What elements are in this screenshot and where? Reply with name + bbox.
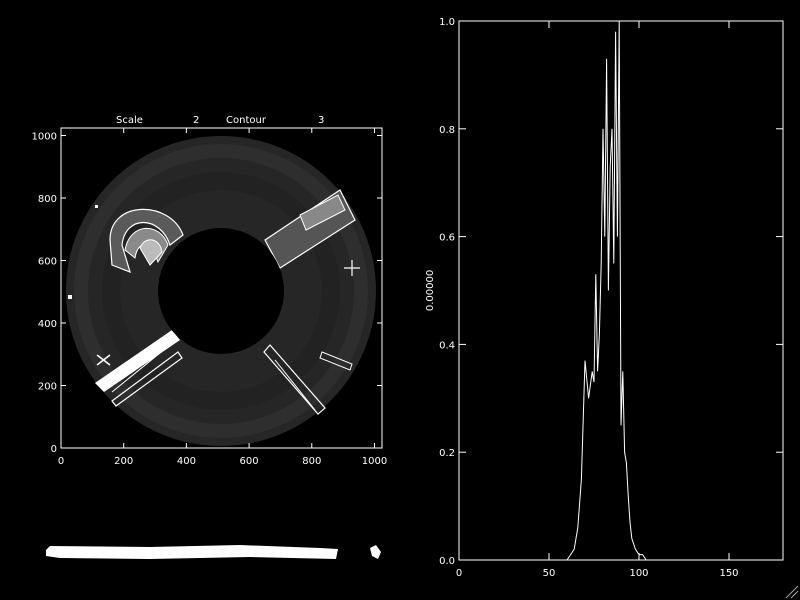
image-axes-frame xyxy=(60,127,383,449)
y-tick-label: 800 xyxy=(38,194,57,205)
chart-x-tick-label: 100 xyxy=(629,568,648,579)
chart-y-tick-label: 0.8 xyxy=(439,125,455,136)
x-tick-label: 800 xyxy=(302,456,321,467)
contour-label: Contour xyxy=(226,115,267,126)
chart-x-tick-label: 50 xyxy=(543,568,556,579)
profile-chart: 0 50 100 150 0.0 0.2 0.4 0.6 0.8 1.0 0.00000 xyxy=(425,17,784,579)
plus-marker-icon xyxy=(344,260,360,276)
y-tick-label: 600 xyxy=(38,257,57,268)
coronagraph-image xyxy=(66,136,376,446)
chart-axis-ticks: 0 50 100 150 0.0 0.2 0.4 0.6 0.8 1.0 xyxy=(439,17,783,579)
y-tick-label: 1000 xyxy=(32,132,57,143)
x-tick-label: 400 xyxy=(177,456,196,467)
y-tick-label: 400 xyxy=(38,319,57,330)
scale-value: 2 xyxy=(193,115,199,126)
chart-y-tick-label: 0.4 xyxy=(439,340,455,351)
chart-y-tick-label: 1.0 xyxy=(439,17,455,28)
chart-y-tick-label: 0.2 xyxy=(439,448,455,459)
x-tick-label: 200 xyxy=(114,456,133,467)
x-marker-icon xyxy=(96,354,111,366)
chart-y-tick-label: 0.6 xyxy=(439,233,455,244)
chart-y-tick-label: 0.0 xyxy=(439,556,455,567)
x-tick-label: 1000 xyxy=(362,456,387,467)
chart-y-axis-label: 0.00000 xyxy=(425,270,436,311)
x-tick-label: 600 xyxy=(240,456,259,467)
chart-x-tick-label: 0 xyxy=(456,568,462,579)
intensity-strip xyxy=(46,545,381,559)
contour-value: 3 xyxy=(318,115,324,126)
image-axis-ticks: 0 200 400 600 800 1000 0 200 400 600 800 1000 xyxy=(32,128,387,467)
y-tick-label: 200 xyxy=(38,382,57,393)
chart-x-tick-label: 150 xyxy=(719,568,738,579)
x-tick-label: 0 xyxy=(58,456,64,467)
y-tick-label: 0 xyxy=(51,444,57,455)
image-panel: Scale 2 Contour 3 xyxy=(32,115,388,467)
resize-grip-icon[interactable] xyxy=(785,585,799,599)
chart-frame xyxy=(458,20,784,561)
scale-label: Scale xyxy=(116,115,143,126)
profile-series-line xyxy=(459,20,783,561)
